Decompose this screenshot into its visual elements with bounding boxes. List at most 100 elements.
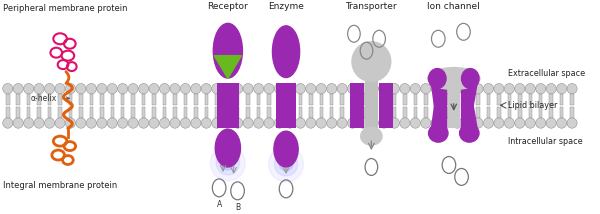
Bar [257,107,260,118]
Bar [110,107,114,118]
Bar [16,94,20,105]
Bar [403,94,407,105]
Circle shape [505,83,514,94]
Bar [278,94,281,105]
Circle shape [337,118,347,128]
Bar [476,107,480,118]
Circle shape [65,83,76,94]
Bar [508,107,511,118]
Circle shape [337,83,347,94]
Bar [571,107,574,118]
Bar [361,107,365,118]
Circle shape [128,118,138,128]
Bar [215,94,218,105]
Circle shape [118,118,128,128]
Circle shape [211,145,245,181]
Circle shape [400,83,410,94]
Bar [466,94,469,105]
Bar [6,107,10,118]
Bar [529,94,532,105]
Bar [351,94,355,105]
Circle shape [463,118,473,128]
Bar [529,107,532,118]
Bar [267,107,271,118]
Circle shape [274,83,284,94]
Circle shape [13,83,23,94]
Text: Extracellular space: Extracellular space [508,69,585,78]
Bar [424,107,428,118]
Bar [142,94,145,105]
Circle shape [23,83,34,94]
Bar [487,94,490,105]
Circle shape [358,83,368,94]
Circle shape [515,83,525,94]
Bar [121,94,124,105]
Circle shape [410,118,421,128]
Bar [217,83,239,128]
Circle shape [442,118,452,128]
Text: Receptor: Receptor [208,2,248,11]
Circle shape [212,83,222,94]
Circle shape [212,118,222,128]
Circle shape [201,118,211,128]
Bar [330,94,334,105]
Circle shape [316,118,326,128]
Bar [476,94,480,105]
Circle shape [326,83,337,94]
Bar [560,107,563,118]
Circle shape [34,118,44,128]
Bar [320,94,323,105]
Circle shape [264,118,274,128]
Circle shape [525,118,535,128]
Text: Transporter: Transporter [346,2,397,11]
Circle shape [494,83,504,94]
Bar [445,94,448,105]
Bar [330,107,334,118]
Circle shape [326,118,337,128]
Bar [434,107,438,118]
Bar [6,94,10,105]
Circle shape [274,152,298,176]
Circle shape [128,83,138,94]
Circle shape [358,118,368,128]
Text: B: B [235,203,240,212]
Bar [424,94,428,105]
Bar [382,94,386,105]
Bar [16,107,20,118]
Circle shape [389,83,400,94]
Bar [571,94,574,105]
Bar [372,107,375,118]
Circle shape [274,118,284,128]
Bar [37,107,41,118]
Circle shape [295,83,305,94]
Bar [163,94,166,105]
Polygon shape [461,83,477,106]
Bar [173,94,177,105]
Circle shape [222,118,232,128]
Ellipse shape [215,129,241,167]
Circle shape [515,118,525,128]
Bar [69,107,72,118]
Bar [497,107,500,118]
Text: Peripheral membrane protein: Peripheral membrane protein [3,4,127,13]
Ellipse shape [461,68,479,88]
Circle shape [181,83,190,94]
Bar [350,83,364,128]
Bar [309,94,313,105]
Bar [226,107,229,118]
Bar [257,94,260,105]
Bar [100,107,104,118]
Circle shape [23,118,34,128]
Bar [131,94,135,105]
Circle shape [494,118,504,128]
Circle shape [264,83,274,94]
Bar [236,107,239,118]
Circle shape [536,83,546,94]
Bar [79,94,83,105]
Bar [205,94,208,105]
Bar [89,107,93,118]
Ellipse shape [352,42,391,82]
Circle shape [295,118,305,128]
Polygon shape [431,83,446,106]
Bar [518,107,521,118]
